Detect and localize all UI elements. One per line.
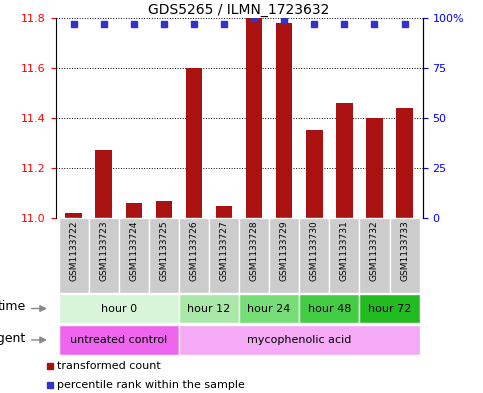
Bar xyxy=(149,218,179,293)
Bar xyxy=(119,218,149,293)
Bar xyxy=(269,218,299,293)
Bar xyxy=(336,103,353,218)
Bar xyxy=(239,218,269,293)
Text: GSM1133729: GSM1133729 xyxy=(280,220,289,281)
Bar xyxy=(306,130,323,218)
Bar xyxy=(89,218,119,293)
Text: GSM1133727: GSM1133727 xyxy=(220,220,228,281)
Bar xyxy=(185,68,202,218)
Bar xyxy=(396,108,413,218)
Bar xyxy=(58,218,89,293)
Bar xyxy=(179,294,239,323)
Text: hour 12: hour 12 xyxy=(187,303,230,314)
Text: time: time xyxy=(0,300,26,314)
Text: GSM1133726: GSM1133726 xyxy=(189,220,199,281)
Bar xyxy=(246,18,262,218)
Bar xyxy=(58,294,179,323)
Title: GDS5265 / ILMN_1723632: GDS5265 / ILMN_1723632 xyxy=(148,3,330,17)
Bar xyxy=(96,151,112,218)
Text: GSM1133731: GSM1133731 xyxy=(340,220,349,281)
Text: hour 72: hour 72 xyxy=(368,303,411,314)
Text: GSM1133732: GSM1133732 xyxy=(370,220,379,281)
Bar xyxy=(329,218,359,293)
Bar xyxy=(299,294,359,323)
Bar xyxy=(216,206,232,218)
Bar xyxy=(156,200,172,218)
Bar xyxy=(276,23,293,218)
Text: transformed count: transformed count xyxy=(57,361,161,371)
Text: untreated control: untreated control xyxy=(70,335,167,345)
Text: GSM1133723: GSM1133723 xyxy=(99,220,108,281)
Text: GSM1133722: GSM1133722 xyxy=(69,220,78,281)
Bar xyxy=(389,218,420,293)
Text: GSM1133730: GSM1133730 xyxy=(310,220,319,281)
Bar xyxy=(126,203,142,218)
Text: hour 0: hour 0 xyxy=(100,303,137,314)
Text: GSM1133725: GSM1133725 xyxy=(159,220,169,281)
Bar xyxy=(179,218,209,293)
Text: hour 24: hour 24 xyxy=(247,303,291,314)
Bar xyxy=(179,325,420,355)
Bar xyxy=(209,218,239,293)
Text: hour 48: hour 48 xyxy=(308,303,351,314)
Bar xyxy=(366,118,383,218)
Text: GSM1133724: GSM1133724 xyxy=(129,220,138,281)
Text: GSM1133728: GSM1133728 xyxy=(250,220,258,281)
Text: mycophenolic acid: mycophenolic acid xyxy=(247,335,352,345)
Bar xyxy=(58,325,179,355)
Bar xyxy=(299,218,329,293)
Text: GSM1133733: GSM1133733 xyxy=(400,220,409,281)
Bar xyxy=(239,294,299,323)
Bar xyxy=(359,294,420,323)
Bar xyxy=(359,218,389,293)
Text: agent: agent xyxy=(0,332,26,345)
Bar xyxy=(65,213,82,218)
Text: percentile rank within the sample: percentile rank within the sample xyxy=(57,380,245,390)
